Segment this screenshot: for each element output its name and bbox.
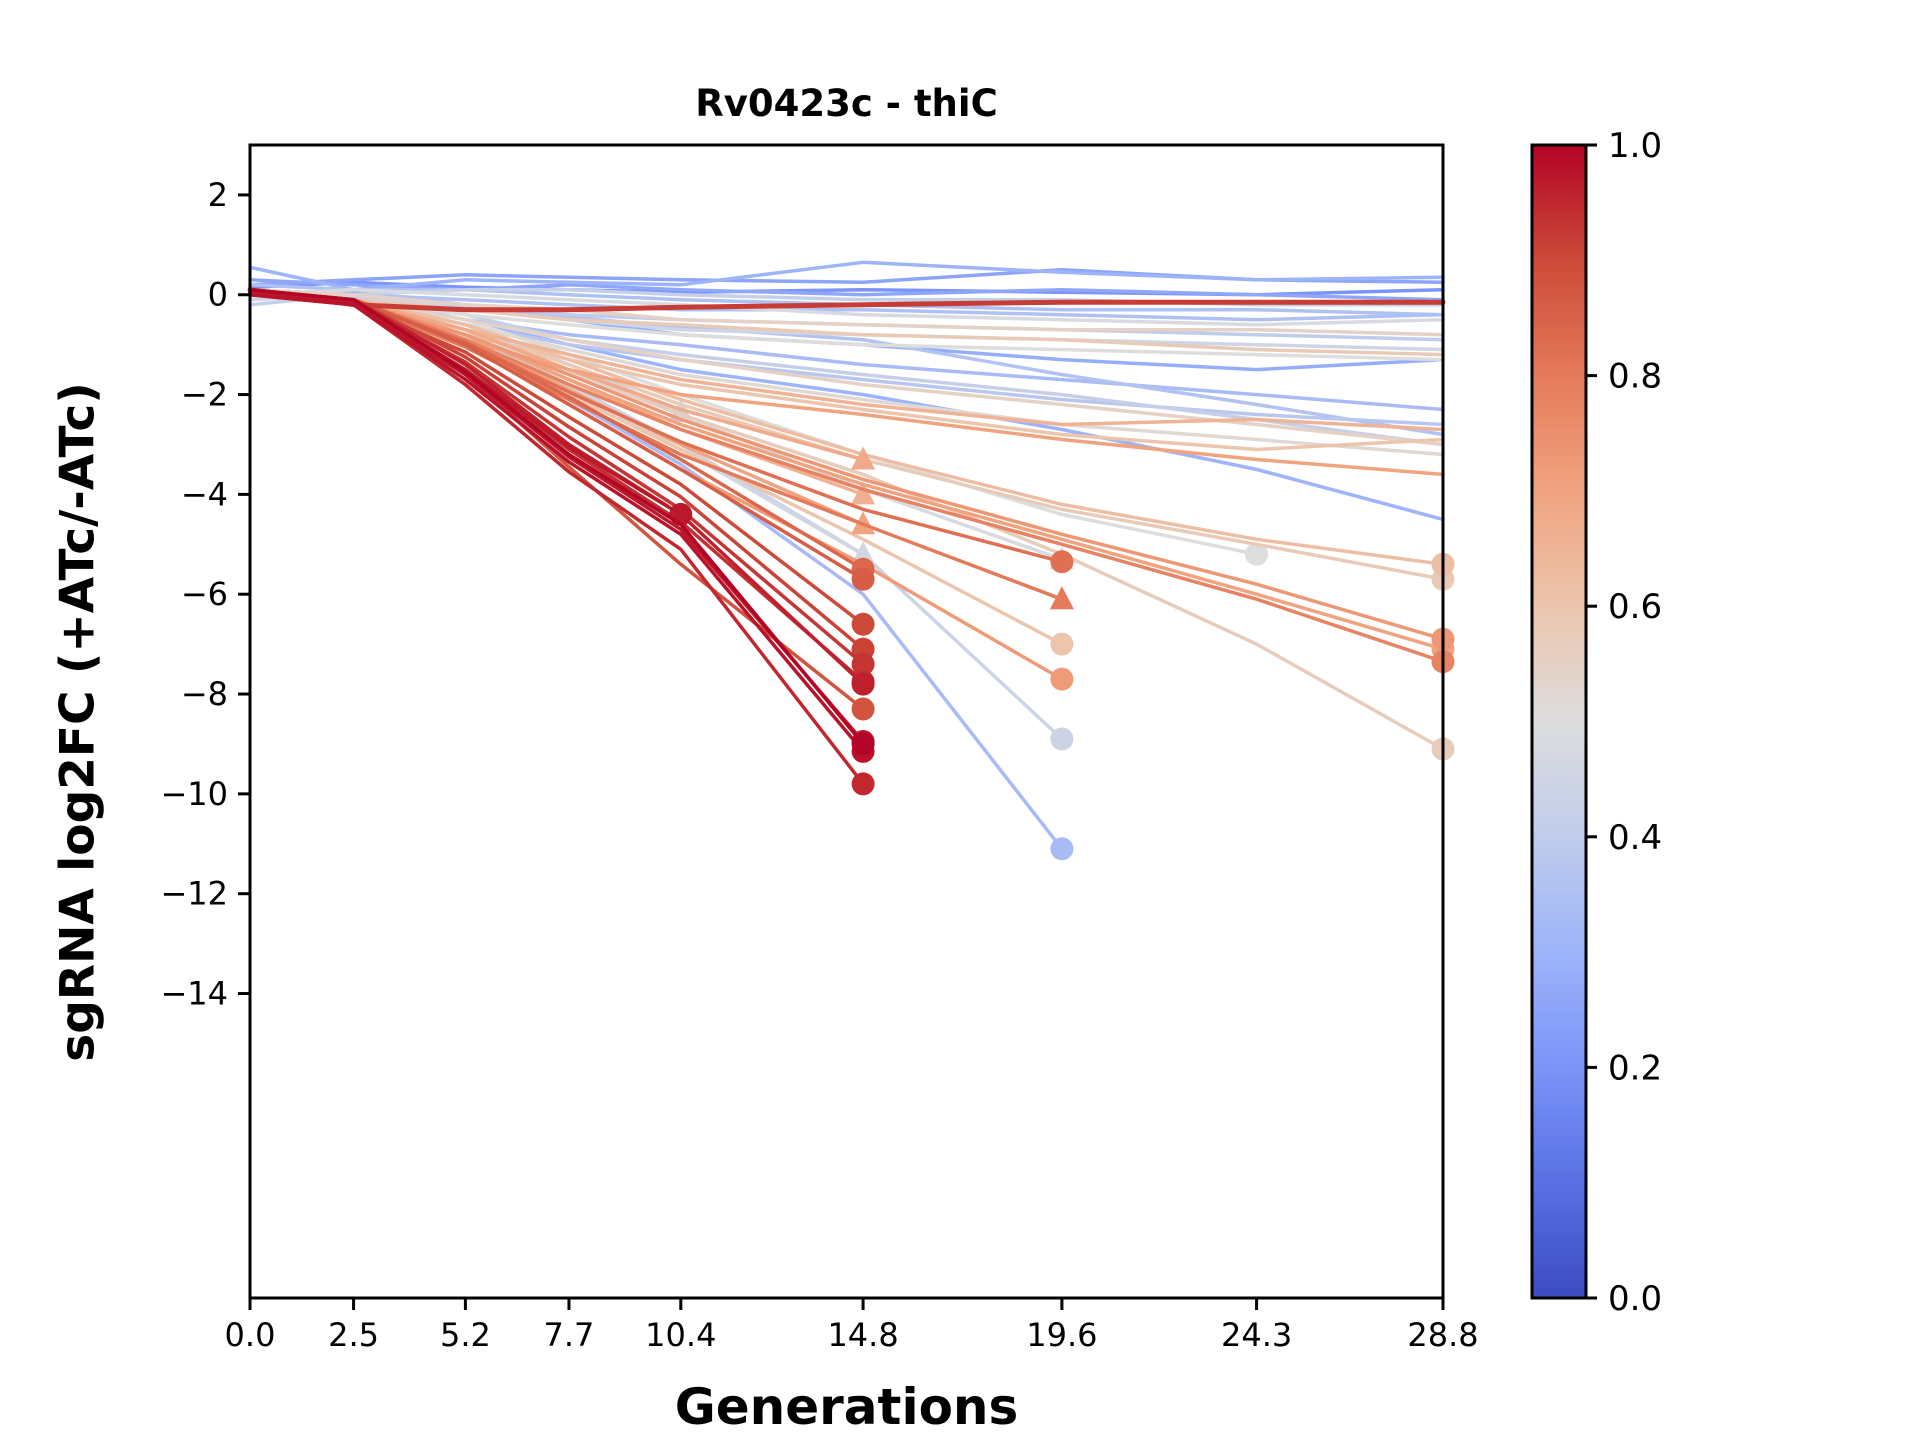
colorbar-tick-label: 0.4 bbox=[1608, 818, 1662, 858]
sgRNA-trace bbox=[248, 292, 1445, 357]
y-tick-label: −14 bbox=[160, 975, 228, 1013]
endpoint-circle-marker bbox=[1050, 632, 1074, 656]
endpoint-circle-marker bbox=[1245, 542, 1269, 566]
endpoint-circle-marker bbox=[1050, 727, 1074, 751]
y-tick-label: −4 bbox=[181, 475, 228, 513]
colorbar-tick-label: 0.6 bbox=[1608, 587, 1662, 627]
endpoint-circle-marker bbox=[1050, 550, 1074, 574]
x-tick-label: 14.8 bbox=[827, 1316, 898, 1354]
colorbar-ticks: 1.0 0.8 0.6 0.4 0.2 0.0 bbox=[1586, 126, 1662, 1319]
x-tick-label: 2.5 bbox=[328, 1316, 379, 1354]
y-tick-label: 0 bbox=[208, 276, 228, 314]
endpoint-circle-marker bbox=[851, 732, 875, 756]
endpoint-triangle-marker bbox=[851, 541, 876, 565]
chart-title: Rv0423c - thiC bbox=[695, 82, 998, 125]
endpoint-circle-marker bbox=[851, 567, 875, 591]
endpoint-circle-marker bbox=[851, 652, 875, 676]
endpoint-circle-marker bbox=[851, 697, 875, 721]
x-axis-label: Generations bbox=[674, 1378, 1019, 1436]
colorbar-tick-label: 1.0 bbox=[1608, 126, 1662, 166]
endpoint-circle-marker bbox=[851, 612, 875, 636]
x-tick-label: 5.2 bbox=[440, 1316, 491, 1354]
endpoint-triangle-marker bbox=[851, 481, 876, 505]
plot-frame bbox=[248, 143, 1445, 1300]
colorbar-tick-label: 0.0 bbox=[1608, 1279, 1662, 1319]
endpoint-circle-marker bbox=[851, 672, 875, 696]
series-lines bbox=[247, 260, 1455, 861]
endpoint-circle-marker bbox=[851, 772, 875, 796]
sgRNA-trace bbox=[247, 287, 1446, 313]
endpoint-circle-marker bbox=[1050, 837, 1074, 861]
sgRNA-trace bbox=[248, 260, 1445, 292]
endpoint-triangle-marker bbox=[851, 446, 876, 470]
y-tick-label: 2 bbox=[208, 176, 228, 214]
sgRNA-trace bbox=[248, 287, 1445, 337]
x-axis-ticks: 0.0 2.5 5.2 7.7 10.4 14.8 19.6 24.3 28.8 bbox=[225, 1298, 1479, 1354]
x-tick-label: 28.8 bbox=[1407, 1316, 1478, 1354]
y-tick-label: −12 bbox=[160, 875, 228, 913]
x-tick-label: 0.0 bbox=[225, 1316, 276, 1354]
colorbar-gradient bbox=[1530, 143, 1588, 1300]
x-tick-label: 7.7 bbox=[544, 1316, 595, 1354]
colorbar: 1.0 0.8 0.6 0.4 0.2 0.0 bbox=[1530, 126, 1662, 1319]
y-tick-label: −6 bbox=[181, 575, 228, 613]
endpoint-triangle-marker bbox=[1049, 586, 1074, 610]
y-tick-label: −8 bbox=[181, 675, 228, 713]
y-tick-label: −2 bbox=[181, 376, 228, 414]
y-axis-ticks: 2 0 −2 −4 −6 −8 −10 −12 −14 bbox=[160, 176, 250, 1013]
x-tick-label: 19.6 bbox=[1026, 1316, 1097, 1354]
colorbar-tick-label: 0.8 bbox=[1608, 357, 1662, 397]
y-axis-label: sgRNA log2FC (+ATc/-ATc) bbox=[50, 382, 106, 1062]
x-tick-label: 24.3 bbox=[1221, 1316, 1292, 1354]
x-tick-label: 10.4 bbox=[645, 1316, 716, 1354]
sgRNA-trace bbox=[248, 292, 865, 754]
endpoint-circle-marker bbox=[1050, 667, 1074, 691]
sgRNA-trace bbox=[248, 287, 865, 746]
y-tick-label: −10 bbox=[160, 775, 228, 813]
colorbar-tick-label: 0.2 bbox=[1608, 1048, 1662, 1088]
